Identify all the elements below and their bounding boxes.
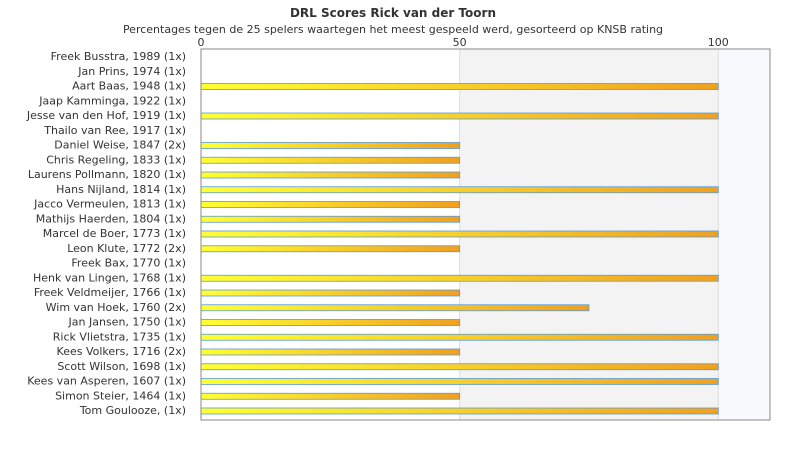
bar bbox=[200, 201, 461, 208]
category-label: Kees Volkers, 1716 (2x) bbox=[57, 345, 186, 358]
category-label: Jaap Kamminga, 1922 (1x) bbox=[38, 94, 186, 107]
chart-subtitle: Percentages tegen de 25 spelers waartege… bbox=[123, 23, 663, 36]
bar bbox=[200, 230, 719, 238]
category-label: Aart Baas, 1948 (1x) bbox=[72, 80, 186, 93]
bar bbox=[200, 378, 719, 385]
category-label: Thailo van Ree, 1917 (1x) bbox=[43, 124, 186, 137]
band-100-110 bbox=[718, 49, 770, 420]
bar bbox=[200, 215, 461, 223]
category-label: Jacco Vermeulen, 1813 (1x) bbox=[33, 198, 186, 211]
category-label: Leon Klute, 1772 (2x) bbox=[67, 242, 186, 255]
bar bbox=[200, 333, 719, 341]
bar bbox=[200, 186, 719, 194]
category-label: Henk van Lingen, 1768 (1x) bbox=[33, 271, 186, 284]
bar bbox=[200, 363, 719, 371]
bar bbox=[200, 319, 461, 326]
x-tick-label: 50 bbox=[453, 36, 467, 49]
category-label: Simon Steier, 1464 (1x) bbox=[55, 389, 186, 402]
bar bbox=[200, 156, 461, 164]
category-label: Tom Goulooze, (1x) bbox=[79, 404, 186, 417]
bar bbox=[200, 274, 719, 282]
x-tick-label: 100 bbox=[708, 36, 729, 49]
category-label: Jan Prins, 1974 (1x) bbox=[77, 65, 186, 78]
bar bbox=[200, 348, 461, 356]
bar bbox=[200, 142, 461, 149]
category-label: Kees van Asperen, 1607 (1x) bbox=[27, 375, 186, 388]
x-tick-label: 0 bbox=[198, 36, 205, 49]
bar bbox=[200, 289, 461, 297]
bar bbox=[200, 171, 461, 179]
plot-frame bbox=[200, 48, 771, 421]
category-label: Chris Regeling, 1833 (1x) bbox=[46, 153, 186, 166]
category-label: Freek Bax, 1770 (1x) bbox=[71, 257, 186, 270]
x-axis-ticks: 0 50 100 bbox=[198, 36, 729, 49]
bar bbox=[200, 392, 461, 400]
bar bbox=[200, 83, 719, 90]
category-label: Freek Veldmeijer, 1766 (1x) bbox=[34, 286, 186, 299]
bar bbox=[200, 304, 590, 312]
category-label: Daniel Weise, 1847 (2x) bbox=[54, 139, 186, 152]
bar bbox=[200, 245, 461, 253]
category-label: Mathijs Haerden, 1804 (1x) bbox=[36, 212, 186, 225]
category-label: Hans Nijland, 1814 (1x) bbox=[56, 183, 186, 196]
category-label: Jan Jansen, 1750 (1x) bbox=[68, 316, 186, 329]
category-label: Wim van Hoek, 1760 (2x) bbox=[46, 301, 186, 314]
bar bbox=[200, 407, 719, 415]
bar bbox=[200, 112, 719, 120]
category-label: Jesse van den Hof, 1919 (1x) bbox=[26, 109, 186, 122]
category-label: Scott Wilson, 1698 (1x) bbox=[57, 360, 186, 373]
category-label: Marcel de Boer, 1773 (1x) bbox=[43, 227, 186, 240]
category-label: Laurens Pollmann, 1820 (1x) bbox=[28, 168, 186, 181]
category-label: Freek Busstra, 1989 (1x) bbox=[51, 50, 186, 63]
chart-title: DRL Scores Rick van der Toorn bbox=[290, 6, 496, 20]
category-label: Rick Vlietstra, 1735 (1x) bbox=[53, 330, 186, 343]
category-labels: Freek Busstra, 1989 (1x) Jan Prins, 1974 … bbox=[26, 50, 186, 417]
